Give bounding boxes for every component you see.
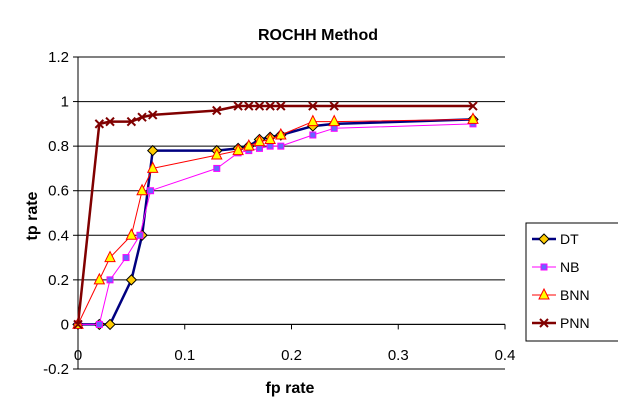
x-tick-label-3: 0.3 <box>388 347 409 364</box>
y-tick-label-6: 1 <box>61 94 69 111</box>
y-axis-title: tp rate <box>24 191 41 240</box>
point-pnn-3 <box>126 116 137 127</box>
point-nb-11 <box>277 142 285 150</box>
point-bnn-6 <box>210 147 223 160</box>
x-tick-label-1: 0.1 <box>174 347 195 364</box>
point-pnn-9 <box>254 101 265 111</box>
point-nb-2 <box>106 276 114 284</box>
point-nb-5 <box>147 187 155 195</box>
point-dt-3 <box>125 274 138 286</box>
chart-title: ROCHH Method <box>258 27 378 44</box>
point-pnn-8 <box>244 101 254 111</box>
legend-label-bnn: BNN <box>560 287 590 303</box>
y-tick-label-0: -0.2 <box>43 361 69 378</box>
point-bnn-2 <box>104 250 116 263</box>
point-nb-9 <box>255 144 263 152</box>
point-bnn-7 <box>232 143 244 156</box>
point-nb-1 <box>95 320 103 328</box>
point-pnn-4 <box>137 112 147 122</box>
y-tick-label-7: 1.2 <box>48 49 69 66</box>
point-bnn-8 <box>242 139 255 151</box>
point-nb-10 <box>266 142 274 150</box>
point-pnn-14 <box>468 101 478 111</box>
y-tick-label-3: 0.4 <box>48 227 69 244</box>
y-tick-label-5: 0.8 <box>48 138 69 155</box>
point-pnn-6 <box>212 105 222 116</box>
point-bnn-11 <box>275 127 287 140</box>
point-bnn-9 <box>253 134 266 147</box>
legend-label-dt: DT <box>560 231 579 247</box>
point-bnn-13 <box>328 114 341 127</box>
point-bnn-10 <box>264 132 276 144</box>
y-tick-label-2: 0.2 <box>48 272 69 289</box>
x-tick-label-2: 0.2 <box>281 347 302 364</box>
x-tick-label-0: 0 <box>74 347 82 364</box>
point-pnn-12 <box>308 101 318 111</box>
series-pnn <box>73 101 478 330</box>
point-dt-5 <box>147 144 159 157</box>
legend-label-nb: NB <box>560 259 579 275</box>
legend-marker-dt <box>538 233 550 245</box>
point-pnn-0 <box>73 319 83 330</box>
point-pnn-10 <box>265 101 275 111</box>
point-pnn-5 <box>148 110 158 120</box>
series <box>72 101 479 331</box>
point-pnn-13 <box>329 101 339 111</box>
point-nb-6 <box>213 164 221 172</box>
point-nb-13 <box>330 124 338 132</box>
point-bnn-14 <box>467 112 479 124</box>
series-bnn <box>72 112 479 329</box>
legend-marker-nb <box>540 263 548 271</box>
point-nb-4 <box>136 231 144 239</box>
tick-labels: -0.2 0 0.2 0.4 0.6 0.8 1 1.2 0 0.1 0.2 0.3 0.4 <box>43 49 515 378</box>
legend-label-pnn: PNN <box>560 315 590 331</box>
x-axis-title: fp rate <box>266 380 315 397</box>
point-bnn-3 <box>125 228 138 240</box>
point-pnn-7 <box>233 101 243 111</box>
point-pnn-11 <box>276 101 286 111</box>
x-tick-label-4: 0.4 <box>495 347 516 364</box>
point-bnn-5 <box>146 161 159 173</box>
point-dt-2 <box>104 318 116 331</box>
point-pnn-2 <box>105 116 115 127</box>
point-bnn-1 <box>93 272 106 285</box>
point-bnn-12 <box>307 114 319 127</box>
legend: DT NB BNN PNN <box>525 222 618 342</box>
y-tick-label-4: 0.6 <box>48 183 69 200</box>
point-bnn-4 <box>136 183 148 196</box>
point-pnn-1 <box>94 119 105 129</box>
legend-marker-pnn <box>539 318 549 328</box>
point-nb-3 <box>122 254 130 262</box>
legend-marker-bnn <box>538 287 550 300</box>
point-nb-12 <box>309 131 317 139</box>
y-tick-label-1: 0 <box>61 316 69 333</box>
